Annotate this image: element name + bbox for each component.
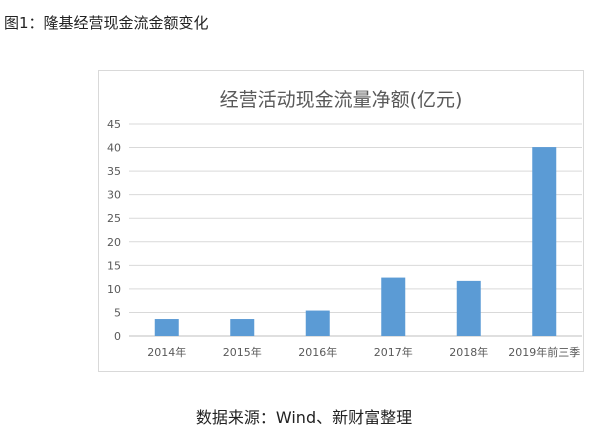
y-tick-label: 20 [107,236,121,249]
y-tick-label: 40 [107,142,121,155]
bar [230,319,255,336]
y-tick-label: 45 [107,118,121,131]
source-note: 数据来源：Wind、新财富整理 [195,408,413,427]
x-tick-label: 2018年 [449,345,488,359]
y-tick-label: 15 [107,259,121,272]
x-tick-label: 2019年前三季 [508,345,580,359]
x-tick-label: 2015年 [223,345,262,359]
bar [154,319,179,336]
y-tick-label: 5 [114,306,121,319]
chart-title: 经营活动现金流量净额(亿元) [219,89,463,111]
figure-caption: 图1：隆基经营现金流金额变化 [4,14,209,32]
x-tick-label: 2017年 [374,345,413,359]
bar [532,147,557,336]
x-tick-label: 2014年 [147,345,186,359]
y-tick-label: 25 [107,212,121,225]
bar [381,277,406,336]
y-tick-label: 0 [114,330,121,343]
chart-container: 经营活动现金流量净额(亿元) [98,70,584,372]
bar [305,310,330,336]
y-tick-label: 35 [107,165,121,178]
y-tick-label: 10 [107,283,121,296]
bar [456,280,481,336]
y-tick-label: 30 [107,189,121,202]
x-tick-label: 2016年 [298,345,337,359]
